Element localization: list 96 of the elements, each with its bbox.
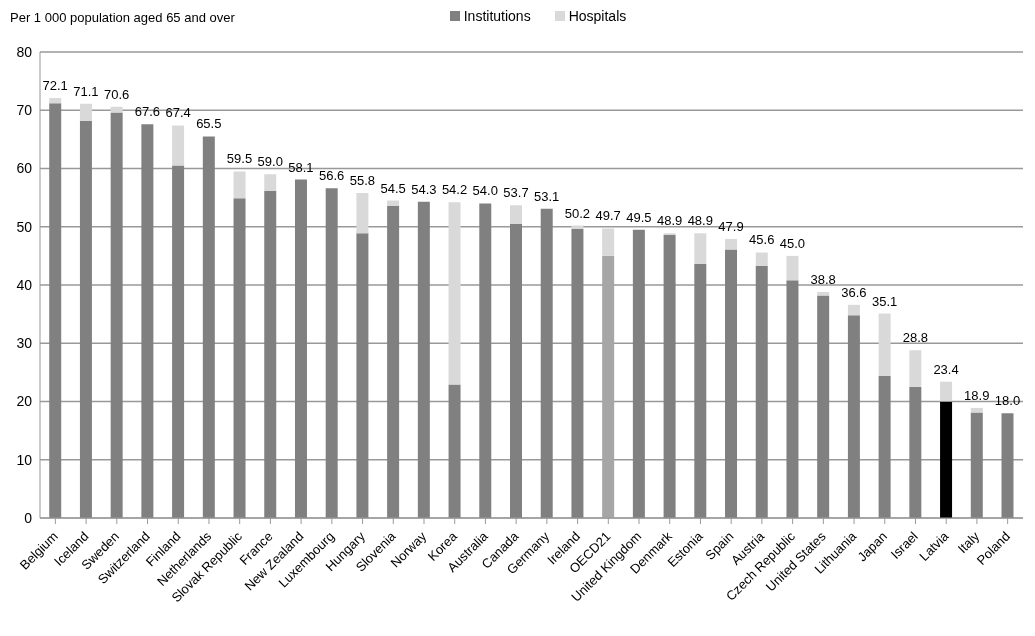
bar	[878, 313, 891, 376]
bar	[694, 233, 707, 265]
total-label: 50.2	[564, 205, 591, 221]
total-label: 54.0	[472, 183, 498, 199]
bar	[632, 229, 645, 518]
total-label: 59.0	[257, 154, 283, 170]
bar	[49, 98, 62, 104]
bar	[387, 200, 400, 206]
total-label: 59.5	[226, 151, 253, 167]
bar	[602, 255, 615, 518]
bar	[878, 375, 891, 518]
total-label: 54.5	[380, 180, 406, 196]
bar	[786, 255, 799, 281]
bar	[233, 171, 246, 199]
bar	[417, 201, 430, 518]
bar	[510, 205, 522, 224]
total-label: 28.8	[902, 330, 928, 346]
total-label: 72.1	[42, 78, 68, 94]
bar	[479, 203, 492, 518]
bar	[264, 190, 277, 518]
bar	[448, 384, 461, 518]
total-label: 49.5	[626, 209, 652, 225]
bar	[940, 401, 953, 518]
total-label: 67.4	[165, 105, 191, 121]
bar	[909, 350, 922, 387]
bar	[172, 125, 185, 166]
bar	[79, 120, 92, 518]
bar	[725, 249, 738, 518]
bar	[970, 412, 983, 518]
total-label: 35.1	[871, 293, 898, 309]
bar	[970, 407, 983, 413]
total-label: 38.8	[810, 271, 836, 287]
bar	[571, 229, 584, 518]
total-label: 23.4	[933, 361, 959, 377]
total-label: 36.6	[841, 284, 867, 300]
bar	[755, 252, 768, 266]
bar	[141, 124, 154, 518]
total-label: 18.0	[994, 393, 1021, 409]
bar	[356, 233, 369, 518]
y-axis-title: Per 1 000 population aged 65 and over	[10, 10, 235, 25]
total-label: 55.8	[349, 172, 376, 188]
legend-label: Hospitals	[567, 8, 627, 24]
bar	[725, 238, 738, 250]
y-tick-label: 60	[16, 160, 33, 177]
y-tick-label: 20	[16, 393, 33, 410]
y-tick-label: 50	[16, 218, 33, 235]
y-tick-label: 40	[16, 276, 33, 293]
y-tick-label: 10	[16, 451, 33, 468]
bar	[264, 174, 277, 191]
total-label: 71.1	[73, 83, 99, 99]
total-label: 53.7	[503, 185, 529, 201]
bar	[940, 381, 953, 402]
bar	[694, 264, 707, 518]
total-label: 65.5	[196, 116, 222, 132]
total-label: 67.6	[134, 104, 161, 120]
bar	[1001, 413, 1014, 518]
bar	[294, 179, 307, 518]
total-label: 48.9	[687, 213, 713, 229]
bar	[49, 103, 62, 518]
legend-label: Institutions	[462, 8, 531, 24]
y-tick-label: 30	[16, 335, 33, 352]
bar	[817, 295, 830, 518]
bar	[172, 165, 185, 518]
total-label: 70.6	[104, 86, 130, 102]
bar	[755, 265, 768, 518]
bar	[79, 103, 92, 121]
bar	[510, 223, 522, 518]
total-label: 54.3	[411, 181, 437, 197]
bar	[387, 205, 400, 518]
total-label: 53.1	[534, 188, 560, 204]
total-label: 45.6	[749, 232, 775, 248]
bar	[233, 198, 246, 518]
bar	[448, 202, 461, 385]
bar	[356, 192, 369, 234]
y-tick-label: 80	[16, 43, 33, 60]
bar	[110, 106, 123, 113]
total-label: 18.9	[964, 387, 990, 403]
bar	[202, 136, 215, 518]
bar	[540, 208, 553, 518]
bar	[847, 315, 860, 518]
bar	[663, 234, 676, 518]
total-label: 47.9	[718, 218, 744, 234]
y-tick-label: 0	[24, 509, 33, 526]
total-label: 56.6	[319, 168, 345, 184]
total-label: 48.9	[656, 213, 683, 229]
bar	[325, 188, 338, 518]
bar	[847, 304, 860, 316]
bar	[786, 280, 799, 518]
bar	[602, 228, 615, 256]
total-label: 58.1	[288, 159, 314, 175]
bar	[110, 112, 123, 518]
total-label: 54.2	[441, 182, 468, 198]
total-label: 45.0	[779, 235, 806, 251]
bar	[909, 386, 922, 518]
y-tick-label: 70	[16, 102, 33, 119]
total-label: 49.7	[595, 208, 621, 224]
